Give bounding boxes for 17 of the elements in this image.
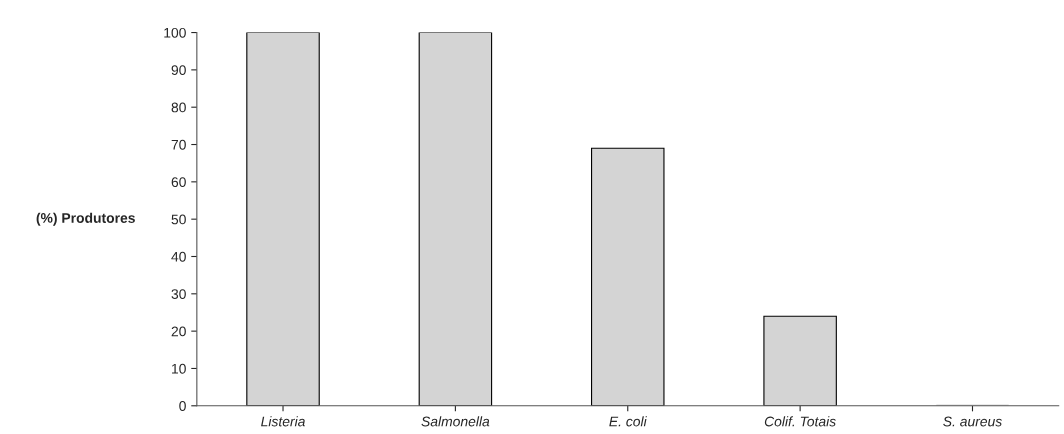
x-tick-label: E. coli xyxy=(609,416,647,427)
y-tick-label: 70 xyxy=(171,139,186,150)
y-tick-label: 0 xyxy=(179,401,186,411)
y-tick-label: 50 xyxy=(171,214,186,225)
y-axis-title: (%) Produtores xyxy=(36,212,135,226)
y-tick-label: 30 xyxy=(171,289,186,299)
x-tick-label: Salmonella xyxy=(421,416,490,427)
y-tick-label: 10 xyxy=(172,363,186,374)
y-tick-label: 60 xyxy=(171,177,186,188)
y-tick-label: 100 xyxy=(164,27,186,38)
y-tick-label: 20 xyxy=(171,326,186,337)
x-tick-label: Listeria xyxy=(261,416,305,427)
y-tick-label: 40 xyxy=(171,251,186,262)
y-tick-label: 80 xyxy=(171,102,186,113)
x-tick-label: Colif. Totais xyxy=(764,416,836,427)
y-tick-label: 90 xyxy=(171,65,186,76)
x-tick-label: S. aureus xyxy=(943,416,1002,427)
